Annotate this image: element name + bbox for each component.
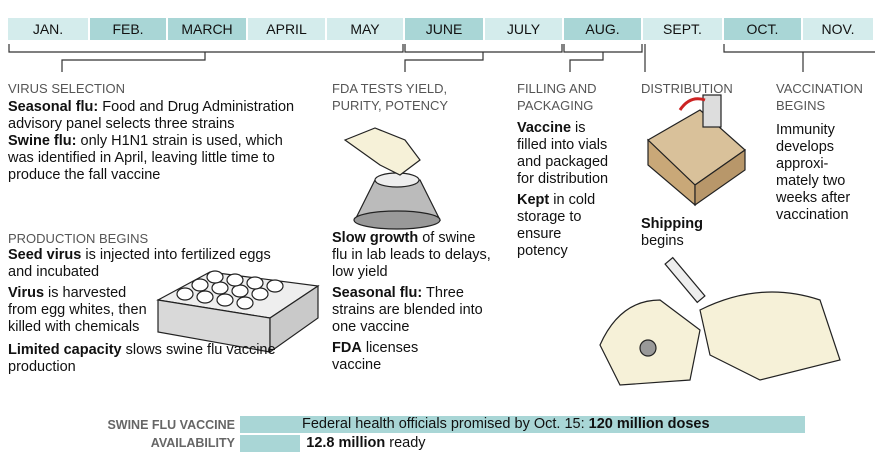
section-heading: PRODUCTION BEGINS (8, 230, 298, 247)
paragraph: Kept in cold storage to ensure potency (517, 192, 609, 260)
paragraph: Seasonal flu: Three strains are blended … (332, 285, 492, 336)
bold-text: Seasonal flu: (332, 285, 422, 301)
availability-label: SWINE FLU VACCINE AVAILABILITY (60, 416, 235, 452)
month: JULY (485, 18, 562, 40)
bold-text: Seasonal flu: (8, 99, 98, 115)
section: Slow growth of swine flu in lab leads to… (332, 230, 492, 378)
month: MAY (327, 18, 403, 40)
month: JAN. (8, 18, 88, 40)
section: FILLING AND PACKAGING Vaccine is filled … (517, 80, 609, 264)
section: FDA TESTS YIELD, PURITY, POTENCY (332, 80, 482, 116)
bold-text: Swine flu: (8, 133, 76, 149)
section: VIRUS SELECTION Seasonal flu: Food and D… (8, 80, 308, 188)
bold-text: Kept (517, 192, 549, 208)
paragraph: Seed virus is injected into fertilized e… (8, 247, 298, 281)
bold-text: 12.8 million (306, 435, 385, 451)
bold-text: Vaccine (517, 120, 571, 136)
month: JUNE (405, 18, 483, 40)
section-heading: VACCINATION BEGINS (776, 80, 875, 114)
bar-label: Federal health officials promised by Oct… (302, 416, 710, 433)
section: DISTRIBUTION (641, 80, 771, 99)
paragraph: Vaccine is filled into vials and package… (517, 120, 609, 188)
paragraph: Seasonal flu: Food and Drug Administrati… (8, 99, 308, 133)
paragraph: Shipping begins (641, 216, 731, 250)
text: ready (385, 435, 425, 451)
section-heading: DISTRIBUTION (641, 80, 771, 97)
hands-syringe (600, 258, 840, 385)
bold-text: Limited capacity (8, 342, 122, 358)
text: Federal health officials promised by Oct… (302, 416, 589, 432)
page: JAN.FEB.MARCHAPRILMAYJUNEJULYAUG.SEPT.OC… (0, 0, 875, 458)
month: NOV. (803, 18, 873, 40)
bold-text: Virus (8, 285, 44, 301)
section: PRODUCTION BEGINS Seed virus is injected… (8, 230, 298, 380)
month: OCT. (724, 18, 801, 40)
month: FEB. (90, 18, 166, 40)
section: VACCINATION BEGINS Immunity develops app… (776, 80, 875, 228)
bold-text: Slow growth (332, 230, 418, 246)
section-heading: VIRUS SELECTION (8, 80, 308, 97)
section-heading: FILLING AND PACKAGING (517, 80, 609, 114)
paragraph: Swine flu: only H1N1 strain is used, whi… (8, 133, 293, 184)
month: MARCH (168, 18, 246, 40)
text: Immunity develops approxi-mately two wee… (776, 122, 850, 223)
bar (240, 435, 300, 452)
paragraph: Virus is harvested from egg whites, then… (8, 285, 153, 336)
month: SEPT. (643, 18, 722, 40)
text: begins (641, 233, 684, 249)
centrifuge (345, 128, 440, 229)
section-heading: FDA TESTS YIELD, PURITY, POTENCY (332, 80, 482, 114)
brackets (9, 44, 875, 72)
month: AUG. (564, 18, 641, 40)
bold-text: 120 million doses (589, 416, 710, 432)
section: Shipping begins (641, 216, 731, 254)
paragraph: Limited capacity slows swine flu vaccine… (8, 342, 298, 376)
paragraph: FDA licenses vaccine (332, 340, 452, 374)
paragraph: Slow growth of swine flu in lab leads to… (332, 230, 492, 281)
bold-text: Seed virus (8, 247, 81, 263)
bold-text: Shipping (641, 216, 703, 232)
shipping-box (648, 95, 745, 205)
bar-label: 12.8 million ready (306, 435, 425, 452)
month: APRIL (248, 18, 325, 40)
bold-text: FDA (332, 340, 362, 356)
paragraph: Immunity develops approxi-mately two wee… (776, 122, 868, 224)
illustrations (0, 0, 875, 458)
